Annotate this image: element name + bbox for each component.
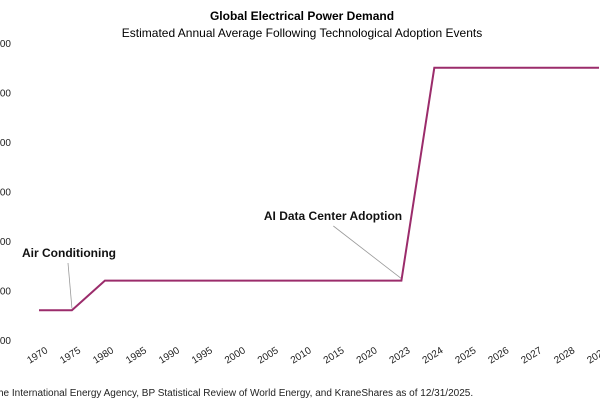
y-axis-tick-labels: 000 000 000 000 000 000 000	[0, 39, 11, 347]
x-tick-label: 1985	[124, 345, 149, 366]
x-tick-label: 2010	[289, 345, 314, 366]
y-tick-label: 000	[0, 237, 11, 248]
x-tick-label: 2029	[585, 345, 600, 366]
series-group	[39, 66, 599, 312]
chart-title: Global Electrical Power Demand	[210, 9, 394, 23]
y-tick-label: 000	[0, 336, 11, 347]
y-tick-label: 000	[0, 39, 11, 50]
x-tick-label: 2000	[223, 345, 248, 366]
annotation-label: Air Conditioning	[22, 246, 116, 260]
annotation-leader	[67, 262, 73, 309]
x-tick-label: 2005	[256, 345, 281, 366]
x-tick-label: 2027	[519, 345, 544, 366]
x-tick-label: 2028	[552, 345, 577, 366]
chart-subtitle: Estimated Annual Average Following Techn…	[122, 26, 482, 40]
annotation-leader-lines	[67, 225, 402, 309]
x-tick-label: 1990	[157, 345, 182, 366]
annotation-label: AI Data Center Adoption	[264, 209, 402, 223]
y-tick-label: 000	[0, 188, 11, 199]
x-tick-label: 2024	[421, 345, 446, 366]
x-tick-label: 1975	[58, 345, 83, 366]
x-tick-label: 2023	[388, 345, 413, 366]
x-tick-label: 1970	[25, 345, 50, 366]
x-tick-label: 1980	[91, 345, 116, 366]
x-tick-label: 2015	[322, 345, 347, 366]
x-tick-label: 1995	[190, 345, 215, 366]
x-axis-tick-labels: 1970 1975 1980 1985 1990 1995 2000 2005 2010 2015…	[25, 345, 600, 366]
series-line	[39, 66, 599, 312]
x-tick-label: 2026	[487, 345, 512, 366]
y-tick-label: 000	[0, 89, 11, 100]
x-tick-label: 2025	[454, 345, 479, 366]
source-note: he International Energy Agency, BP Stati…	[0, 388, 473, 399]
annotations-group: Air Conditioning AI Data Center Adoption	[22, 209, 402, 260]
annotation-leader	[333, 225, 402, 279]
y-tick-label: 000	[0, 138, 11, 149]
y-tick-label: 000	[0, 287, 11, 298]
x-tick-label: 2020	[355, 345, 380, 366]
